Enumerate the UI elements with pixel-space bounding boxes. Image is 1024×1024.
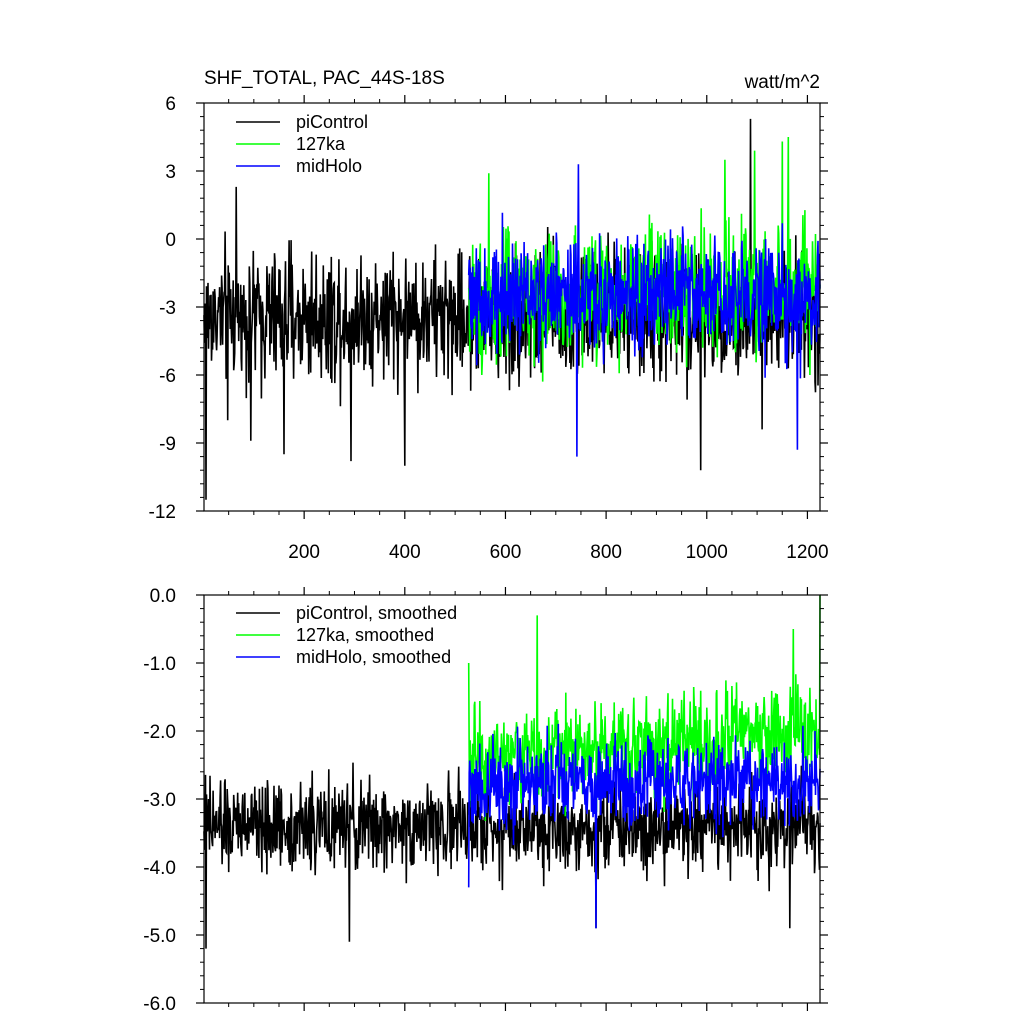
axes: -12 -9 -6 -3 0 3 6 200 400 600 800 1000 1200 — [149, 94, 829, 563]
legend-label: midHolo, smoothed — [296, 647, 451, 667]
y-tick-label: 3 — [165, 162, 176, 183]
units-label: watt/m^2 — [744, 72, 820, 93]
y-tick-label: -6 — [159, 366, 176, 387]
y-tick-label: -9 — [159, 434, 176, 455]
legend-label: piControl, smoothed — [296, 603, 457, 623]
x-tick-label: 1200 — [786, 542, 828, 563]
x-tick-label: 400 — [389, 542, 421, 563]
y-tick-label: -1.0 — [143, 654, 176, 675]
x-tick-label: 1000 — [686, 542, 728, 563]
top-panel: SHF_TOTAL, PAC_44S-18S watt/m^2 -12-9-6-… — [149, 68, 829, 563]
legend-label: midHolo — [296, 156, 362, 176]
y-tick-label: 6 — [165, 94, 176, 115]
series-lines — [203, 594, 821, 949]
y-tick-label: -4.0 — [143, 858, 176, 879]
x-tick-label: 200 — [288, 542, 320, 563]
y-tick-label: 0.0 — [150, 586, 176, 607]
y-tick-label: -5.0 — [143, 926, 176, 947]
y-tick-label: -6.0 — [143, 994, 176, 1015]
y-tick-label: -3 — [159, 298, 176, 319]
x-tick-label: 800 — [590, 542, 622, 563]
x-tick-label: 600 — [490, 542, 522, 563]
y-tick-label: -12 — [149, 502, 176, 523]
axes: -6.0 -5.0 -4.0 -3.0 -2.0 -1.0 0.0 — [143, 586, 828, 1015]
chart-title: SHF_TOTAL, PAC_44S-18S — [204, 68, 445, 89]
legend-label: piControl — [296, 112, 368, 132]
series-lines — [203, 118, 821, 500]
bottom-panel: -6.0 -5.0 -4.0 -3.0 -2.0 -1.0 0.0 piControl, s… — [143, 586, 828, 1015]
legend-label: 127ka — [296, 134, 346, 154]
y-tick-label: -2.0 — [143, 722, 176, 743]
series-line-midholo-smoothed — [467, 723, 821, 929]
y-tick-label: 0 — [165, 230, 176, 251]
series-line-midholo — [467, 164, 821, 457]
legend-label: 127ka, smoothed — [296, 625, 434, 645]
y-tick-label: -3.0 — [143, 790, 176, 811]
